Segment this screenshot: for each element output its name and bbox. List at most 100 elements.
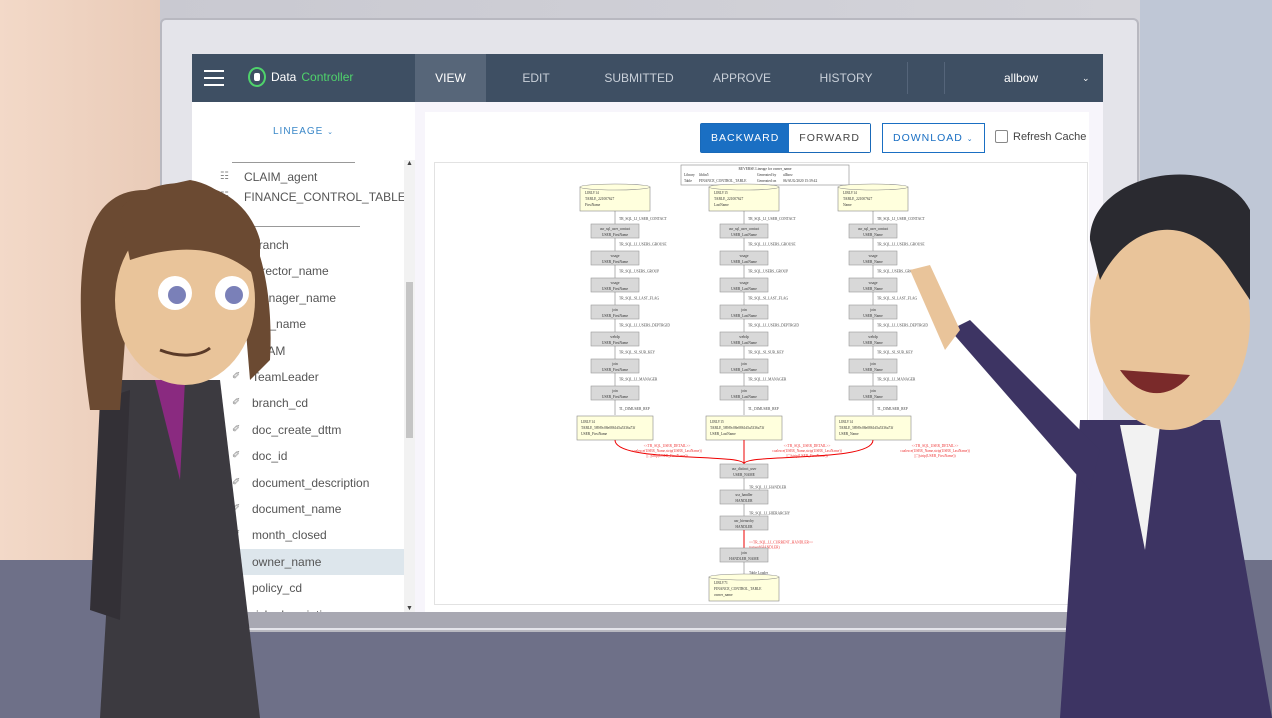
node-table: TABLE_221007627 [585, 197, 614, 201]
tab-approve[interactable]: APPROVE [712, 71, 772, 85]
column-icon: ✐ [232, 476, 241, 488]
node-table: wsage [869, 281, 878, 285]
node-table: usr_sql_user_contact [600, 227, 630, 231]
node-column: USER_FirstName [602, 395, 629, 399]
edge-label: TR_SQL_LI_MANAGER [877, 378, 916, 382]
scroll-up-icon[interactable]: ▲ [406, 160, 413, 167]
tree-item-label: branch_cd [252, 396, 309, 411]
node-table: webdp [868, 335, 878, 339]
edge-label: TR_SQL_LI_MANAGER [748, 378, 787, 382]
node-table: join [869, 362, 876, 366]
divider [232, 226, 360, 227]
merge-edge [614, 439, 745, 465]
node-table: wsage [869, 254, 878, 258]
edge-label: TR_SQL_LI_USERS_DEPTRGID [748, 324, 799, 328]
tree-item[interactable]: ☷ CLAIM_agent [192, 164, 404, 190]
tree-item[interactable]: ✐ document_name [192, 496, 404, 522]
merge-edge-label: <<TR_SQL_USER_DETAIL>> [912, 444, 959, 448]
node-column: HANDLER [735, 499, 753, 503]
merge-edge-label: <<TR_SQL_USER_DETAIL>> [784, 444, 831, 448]
refresh-cache-option: Refresh Cache [995, 130, 1086, 143]
tree-item[interactable]: ✐ document_description [192, 470, 404, 496]
node-column: USER_LastName [731, 395, 757, 399]
edge-label: TR_SQL_LI_USERS_GROUSE [748, 243, 796, 247]
tree-item-label: TeamLeader [252, 370, 319, 384]
node-library: LIBLV14 [585, 191, 599, 195]
node-table: join [611, 389, 618, 393]
tree-scrollbar[interactable]: ▲ ▼ [404, 160, 415, 612]
refresh-cache-checkbox[interactable] [995, 130, 1008, 143]
node-table: join [611, 308, 618, 312]
tree-item[interactable]: ✐ doc_create_dttm [192, 417, 404, 443]
mid-table-cylinder [705, 415, 783, 441]
refresh-cache-label: Refresh Cache [1013, 130, 1087, 143]
tree-item-label: policy_cd [252, 581, 303, 596]
node-table: join [740, 389, 747, 393]
edge-label: TR_SQL_LI_USERS_DEPTRGID [877, 324, 928, 328]
man-character [910, 174, 1272, 718]
node-column: LastName [714, 203, 729, 207]
backward-button[interactable]: BACKWARD [701, 124, 790, 152]
node-column: Name [843, 203, 852, 207]
chevron-down-icon[interactable]: ⌄ [1082, 73, 1090, 83]
node-column: HANDLER_NAME [729, 557, 759, 561]
scrollbar-thumb[interactable] [406, 282, 413, 438]
node-table: TABLE_589f9c08e0861d5a5336a73f [839, 426, 894, 430]
app-screen: Data Controller VIEW EDIT SUBMITTED APPRO… [192, 54, 1103, 612]
target-table-node [708, 576, 780, 602]
tree-item-label: doc_create_dttm [252, 422, 342, 437]
node-column: USER_LastName [710, 432, 736, 436]
tab-edit[interactable]: EDIT [522, 71, 550, 85]
merge-edge [743, 439, 874, 465]
tab-history[interactable]: HISTORY [819, 71, 873, 85]
node-table: join [740, 308, 747, 312]
edge-label: TR_SQL_USERS_GROUP [619, 270, 659, 274]
node-table: FINANCE_CONTROL_TABLE [714, 587, 762, 591]
node-library: LIBLV15 [714, 191, 728, 195]
edge-label: TR_SQL_LI_USER_CONTACT [619, 217, 668, 221]
node-library: LIBLV15 [710, 420, 724, 424]
mid-table-cylinder [834, 415, 912, 441]
merge-edge-label: ||','||strip(USER_FirstName)) [646, 454, 688, 459]
node-table: usr_handler [736, 493, 754, 497]
user-menu[interactable]: allbow [1004, 71, 1039, 85]
node-table: TABLE_221007627 [714, 197, 743, 201]
source-table-node [837, 186, 909, 212]
header-cell: libfin5 [699, 173, 709, 177]
edge-label: TR_SQL_LI_MANAGER [619, 378, 658, 382]
lineage-dropdown[interactable]: LINEAGE ⌄ [192, 126, 415, 137]
source-table-node-top [708, 183, 780, 191]
node-column: USER_FirstName [581, 432, 608, 436]
download-button[interactable]: DOWNLOAD ⌄ [882, 123, 985, 153]
node-library: LIBLV14 [843, 191, 857, 195]
lineage-panel: BACKWARD FORWARD DOWNLOAD ⌄ Refresh Cach… [425, 112, 1089, 612]
header-cell: Generated on [757, 179, 776, 183]
node-table: wsage [611, 281, 620, 285]
edge-label: TR_SQL_SI_LAST_FLAG [748, 297, 789, 301]
node-column: USER_Name [863, 287, 883, 291]
merge-edge-label: coalesce(USER_Name,strip(USER_LastName)) [900, 449, 970, 454]
tree-item-label: document_description [252, 475, 370, 490]
tab-view[interactable]: VIEW [415, 54, 486, 102]
target-table-node-top [708, 573, 780, 581]
tree-item-label: risk_description [252, 608, 335, 612]
scroll-down-icon[interactable]: ▼ [406, 605, 413, 612]
chevron-down-icon: ⌄ [327, 129, 334, 136]
edge-label: Table Loader [749, 571, 769, 575]
tree-item[interactable]: ✐ branch_cd [192, 390, 404, 416]
node-column: USER_LastName [731, 260, 757, 264]
monitor-base [172, 612, 1127, 628]
edge-label: TR_SQL_SI_LAST_FLAG [619, 297, 660, 301]
column-icon: ✐ [232, 450, 241, 462]
edge-label: TR_SQL_LI_USERS_GROUSE [877, 243, 925, 247]
tab-submitted[interactable]: SUBMITTED [604, 71, 674, 85]
tree-item[interactable]: ✐ doc_id [192, 443, 404, 469]
forward-button[interactable]: FORWARD [789, 124, 870, 152]
node-column: USER_LastName [731, 314, 757, 318]
tree-item-label: FINANCE_CONTROL_TABLE [244, 190, 404, 204]
tree-item[interactable]: ✐ TeamLeader [192, 364, 404, 390]
node-table: usr_hierarchy [734, 519, 754, 523]
edge-label: TR_SQL_SI_SUB_KEY [748, 351, 785, 355]
hamburger-menu-icon[interactable] [204, 70, 224, 86]
node-column: USER_FirstName [602, 287, 629, 291]
